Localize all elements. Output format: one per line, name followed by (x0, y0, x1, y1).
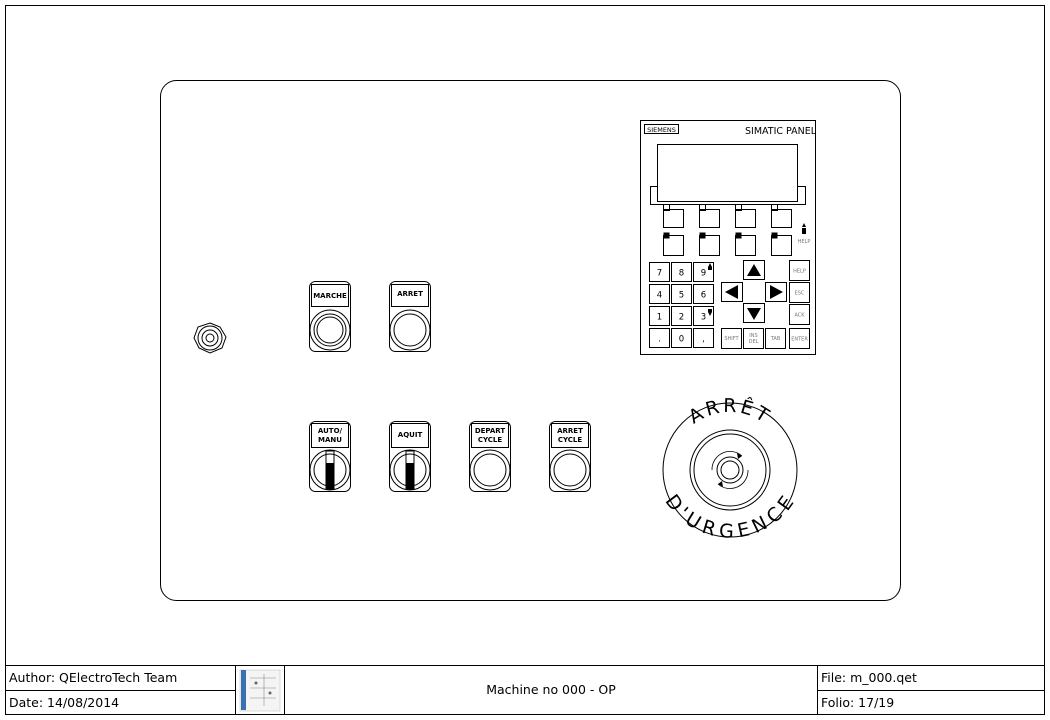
fn-key-label: ACK (794, 313, 805, 319)
numpad-key[interactable]: 3 (693, 306, 714, 326)
page-up-icon (708, 263, 712, 267)
numpad-key-label: 8 (679, 269, 684, 279)
author-label: Author: QElectroTech Team (9, 670, 177, 685)
key-switch (193, 322, 227, 354)
hmi-screen (657, 144, 798, 202)
bottom-key-label: SHIFT (724, 336, 739, 342)
button-depart-cycle[interactable]: DEPART CYCLE (469, 421, 511, 492)
arrow-up-icon (747, 264, 761, 276)
hmi-brand: SIEMENS (647, 126, 676, 134)
numpad-key-label: 6 (701, 291, 706, 301)
selector-aquit[interactable]: AQUIT (389, 421, 431, 492)
bottom-key-label: DEL (749, 339, 759, 345)
fn-key-help[interactable]: HELP (789, 260, 810, 281)
numpad-key[interactable]: 9 (693, 262, 714, 282)
arret-cycle-label-1: ARRET (557, 427, 583, 435)
fn-key-enter[interactable]: ENTER (789, 328, 810, 349)
arret-cycle-label-2: CYCLE (558, 436, 583, 444)
numpad-key-label: 5 (679, 291, 684, 301)
numpad-key[interactable]: . (649, 328, 670, 348)
page-down-icon (708, 312, 712, 316)
numpad-key-label: 7 (657, 269, 662, 279)
numpad-key[interactable]: 0 (671, 328, 692, 348)
numpad-key-label: 0 (679, 335, 684, 345)
numpad-key[interactable]: 4 (649, 284, 670, 304)
numpad-key[interactable]: , (693, 328, 714, 348)
button-arret-cycle[interactable]: ARRET CYCLE (549, 421, 591, 492)
page-border (5, 5, 1045, 715)
drawing-title: Machine no 000 - OP (486, 682, 616, 697)
fn-keys[interactable]: HELP ESC ACK ENTER (789, 260, 810, 349)
numpad-key-label: . (658, 335, 661, 345)
fn-key-ack[interactable]: ACK (789, 304, 810, 325)
numpad-key-label: 1 (657, 313, 662, 323)
qelectrotech-logo-icon (239, 669, 281, 712)
svg-text:HELP: HELP (798, 239, 811, 245)
numpad-key[interactable]: 5 (671, 284, 692, 304)
numpad-key[interactable]: 1 (649, 306, 670, 326)
bottom-key[interactable]: SHIFT (721, 328, 742, 349)
bottom-key-label: TAB (770, 336, 781, 342)
button-marche[interactable]: MARCHE (309, 281, 351, 352)
numpad-key[interactable]: 6 (693, 284, 714, 304)
numpad-key[interactable]: 7 (649, 262, 670, 282)
numpad-key[interactable]: 2 (671, 306, 692, 326)
numpad-key-label: 3 (701, 313, 706, 323)
hmi-panel: SIEMENS SIMATIC PANEL HELP 7 8 9 4 5 6 1 2 3. 0, (640, 120, 817, 355)
arrow-keys[interactable] (721, 260, 787, 323)
file-label: File: m_000.qet (821, 670, 917, 685)
bottom-key-label: INS (749, 333, 757, 339)
marche-label: MARCHE (313, 292, 347, 300)
hmi-model: SIMATIC PANEL (745, 126, 817, 137)
fn-key-label: ENTER (791, 337, 808, 343)
depart-label-1: DEPART (475, 427, 506, 435)
arrow-down-icon (747, 308, 761, 320)
title-block: Author: QElectroTech Team Date: 14/08/20… (5, 665, 1045, 715)
arrow-left-icon (725, 285, 738, 299)
date-label: Date: 14/08/2014 (9, 695, 119, 710)
estop-bottom-text: D'URGENCE (661, 491, 800, 543)
numpad-key[interactable]: 8 (671, 262, 692, 282)
depart-label-2: CYCLE (478, 436, 503, 444)
arrow-right-icon (770, 285, 783, 299)
softkeys-row-2[interactable] (663, 232, 792, 256)
aquit-label: AQUIT (398, 431, 423, 439)
softkeys-row-1[interactable] (663, 204, 792, 228)
auto-manu-label-2: MANU (318, 436, 342, 444)
cabinet-outline (160, 80, 901, 601)
help-indicator: HELP (798, 223, 811, 245)
fn-key-label: HELP (793, 269, 806, 275)
auto-manu-label-1: AUTO/ (318, 427, 343, 435)
selector-auto-manu[interactable]: AUTO/ MANU (309, 421, 351, 492)
arret-label: ARRET (397, 290, 423, 298)
button-arret[interactable]: ARRET (389, 281, 431, 352)
folio-label: Folio: 17/19 (821, 695, 894, 710)
fn-key-esc[interactable]: ESC (789, 282, 810, 303)
bottom-key[interactable]: TAB (765, 328, 786, 349)
estop-top-text: ARRÊT (685, 395, 775, 429)
fn-key-label: ESC (795, 291, 805, 297)
hmi-numpad[interactable]: 7 8 9 4 5 6 1 2 3. 0, (649, 262, 714, 348)
numpad-key-label: , (702, 335, 705, 345)
emergency-stop[interactable]: ARRÊT D'URGENCE (661, 395, 800, 543)
numpad-key-label: 2 (679, 313, 684, 323)
numpad-key-label: 9 (701, 269, 706, 279)
numpad-key-label: 4 (657, 291, 662, 301)
